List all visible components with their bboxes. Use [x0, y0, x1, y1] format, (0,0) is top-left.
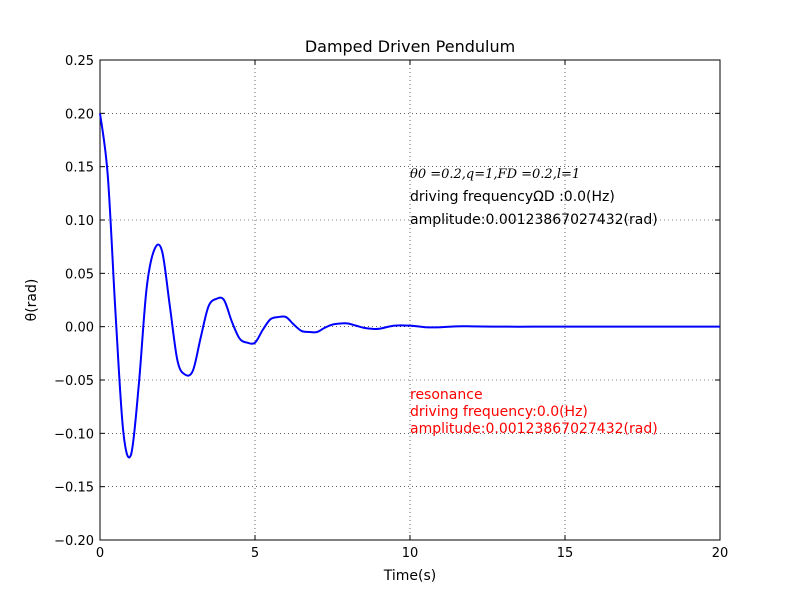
ticks — [99, 59, 721, 541]
y-tick-label: 0.15 — [65, 161, 94, 176]
resonance-annotation: resonance — [410, 387, 483, 403]
resonance-frequency-annotation: driving frequency:0.0(Hz) — [410, 404, 588, 420]
x-tick-label: 0 — [96, 546, 104, 561]
resonance-amplitude-annotation: amplitude:0.00123867027432(rad) — [410, 421, 658, 437]
y-tick-label: −0.10 — [54, 427, 94, 442]
tick-labels: 0 5 10 15 20 −0.20 −0.15 −0.10 −0.05 0.00 0.05 0.10… — [54, 54, 728, 561]
y-tick-label: 0.20 — [65, 107, 94, 122]
y-axis-label: θ(rad) — [24, 279, 40, 322]
y-tick-label: −0.20 — [54, 534, 94, 549]
y-tick-label: 0.00 — [65, 321, 94, 336]
y-tick-label: 0.10 — [65, 214, 94, 229]
driving-frequency-annotation: driving frequencyΩD :0.0(Hz) — [410, 189, 615, 205]
x-axis-label: Time(s) — [383, 568, 436, 584]
x-tick-label: 5 — [251, 546, 259, 561]
x-tick-label: 15 — [557, 546, 574, 561]
x-tick-label: 10 — [402, 546, 419, 561]
chart-title: Damped Driven Pendulum — [305, 37, 515, 56]
parameters-annotation: θ0 =0.2,q=1,FD =0.2,l=1 — [410, 167, 580, 182]
y-tick-label: −0.15 — [54, 481, 94, 496]
y-tick-label: 0.05 — [65, 267, 94, 282]
series-line — [99, 113, 720, 459]
y-tick-label: −0.05 — [54, 374, 94, 389]
amplitude-annotation: amplitude:0.00123867027432(rad) — [410, 212, 658, 228]
x-tick-label: 20 — [712, 546, 729, 561]
y-tick-label: 0.25 — [65, 54, 94, 69]
